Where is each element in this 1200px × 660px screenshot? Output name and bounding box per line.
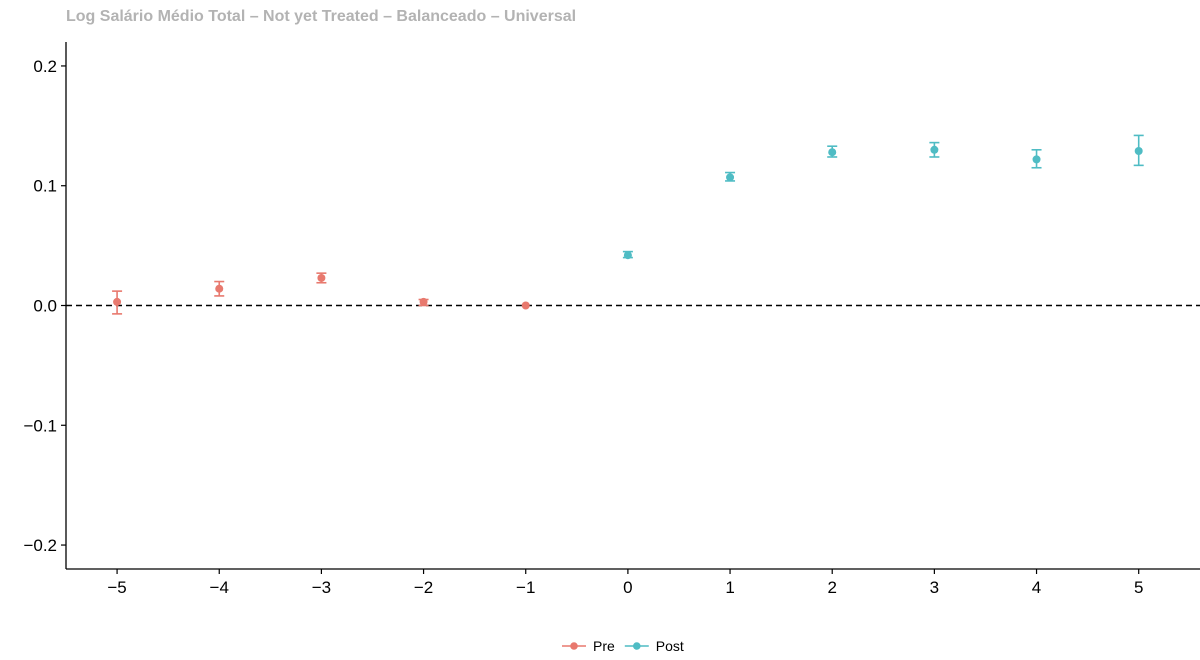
post-point xyxy=(1032,155,1041,164)
points-layer xyxy=(112,134,1144,315)
x-tick-label: −5 xyxy=(107,578,126,597)
pre-point xyxy=(215,284,224,293)
y-tick-label: 0.2 xyxy=(33,57,57,76)
chart-title: Log Salário Médio Total – Not yet Treate… xyxy=(66,8,577,25)
x-tick-label: 5 xyxy=(1134,578,1143,597)
x-tick-label: 0 xyxy=(623,578,632,597)
y-tick-label: −0.1 xyxy=(23,416,57,435)
post-point xyxy=(1134,146,1143,155)
x-tick-label: 3 xyxy=(930,578,939,597)
pre-point xyxy=(521,301,530,310)
x-tick-label: 1 xyxy=(725,578,734,597)
post-point xyxy=(930,145,939,154)
post-point xyxy=(828,148,837,157)
x-tick-label: 4 xyxy=(1032,578,1041,597)
legend-pre-label: Pre xyxy=(593,638,615,654)
legend-pre-marker xyxy=(570,642,578,650)
x-tick-label: 2 xyxy=(827,578,836,597)
x-tick-label: −1 xyxy=(516,578,535,597)
pre-point xyxy=(419,297,428,306)
legend-post-label: Post xyxy=(656,638,684,654)
legend-post-marker xyxy=(632,642,641,650)
post-point xyxy=(726,173,735,182)
y-tick-label: 0.0 xyxy=(33,297,57,316)
axes-layer: 0.2 0.1 0.0 −0.1 −0.2 −5 −4 −3 −2 −1 0 1 2 3 4 5 xyxy=(23,42,1200,597)
pre-point xyxy=(317,273,326,282)
x-tick-label: −2 xyxy=(414,578,433,597)
y-tick-label: 0.1 xyxy=(33,177,57,196)
x-tick-label: −3 xyxy=(312,578,331,597)
pre-point xyxy=(113,297,122,306)
post-point xyxy=(623,251,632,260)
x-tick-label: −4 xyxy=(210,578,229,597)
legend: Pre Post xyxy=(562,638,684,654)
y-tick-label: −0.2 xyxy=(23,536,57,555)
